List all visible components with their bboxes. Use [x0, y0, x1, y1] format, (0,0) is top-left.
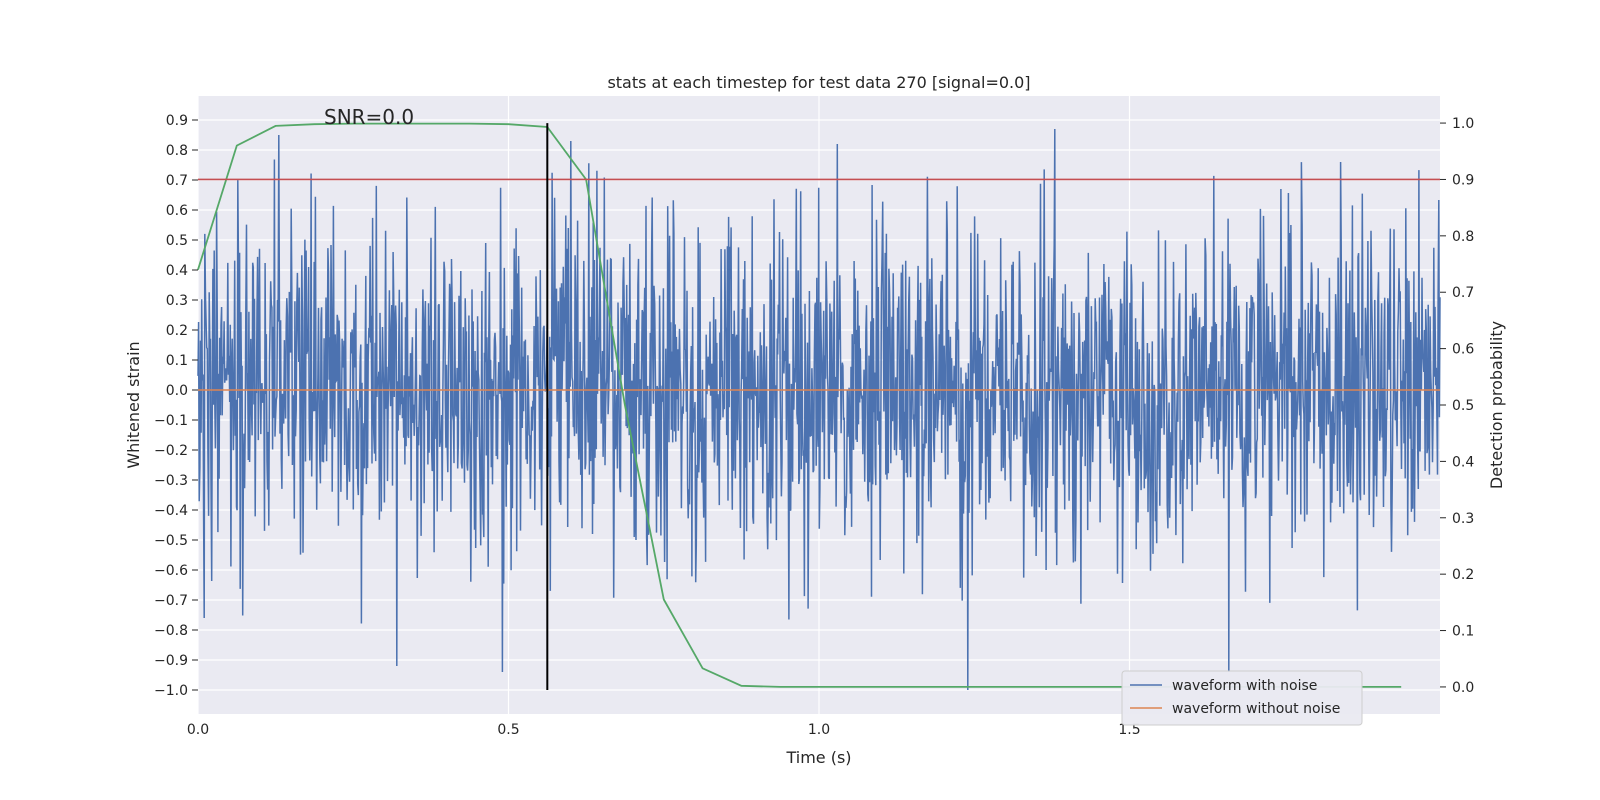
series-waveform-with-noise	[197, 128, 1441, 691]
y2-tick-label: 0.6	[1452, 342, 1474, 358]
y-tick-label: 0.4	[166, 263, 188, 279]
legend-label-noise: waveform with noise	[1172, 678, 1317, 694]
legend-box	[1121, 670, 1363, 726]
y-tick-label: −1.0	[154, 683, 188, 699]
y-tick-label: 0.7	[166, 173, 188, 189]
reference-lines	[198, 123, 1440, 690]
y2-tick-label: 0.1	[1452, 624, 1474, 640]
chart-title: stats at each timestep for test data 270…	[607, 73, 1030, 92]
y-axis-label: Whitened strain	[124, 341, 143, 468]
x-tick-label: 1.0	[808, 722, 830, 738]
y-tick-label: −0.6	[154, 563, 188, 579]
y-tick-label: −0.2	[154, 443, 188, 459]
y-tick-label: −0.3	[154, 473, 188, 489]
y-tick-label: −0.7	[154, 593, 188, 609]
x-axis-label: Time (s)	[785, 748, 851, 767]
y-tick-label: 0.8	[166, 143, 188, 159]
y-tick-label: 0.0	[166, 383, 188, 399]
y2-axis-label: Detection probability	[1487, 321, 1506, 489]
y2-tick-label: 0.7	[1452, 285, 1474, 301]
y2-tick-label: 0.0	[1452, 680, 1474, 696]
y-tick-label: −0.8	[154, 623, 188, 639]
y2-tick-label: 0.8	[1452, 229, 1474, 245]
ticks: 0.9 0.8 0.7 0.6 0.5 0.4 0.3 0.2 0.1 0.0 −0.1 −0.2 −0…	[154, 113, 1474, 738]
y-tick-label: 0.3	[166, 293, 188, 309]
x-tick-label: 0.5	[497, 722, 519, 738]
y2-tick-label: 0.3	[1452, 511, 1474, 527]
y-tick-label: 0.9	[166, 113, 188, 129]
waveform-with-noise-line	[197, 128, 1441, 691]
legend: waveform with noise waveform without noi…	[1121, 670, 1363, 726]
y-tick-label: −0.9	[154, 653, 188, 669]
y-tick-label: 0.6	[166, 203, 188, 219]
snr-annotation: SNR=0.0	[324, 105, 414, 129]
y-tick-label: 0.1	[166, 353, 188, 369]
y-tick-label: −0.5	[154, 533, 188, 549]
y2-tick-label: 0.2	[1452, 567, 1474, 583]
y2-tick-label: 0.4	[1452, 454, 1474, 470]
y-tick-label: 0.2	[166, 323, 188, 339]
x-tick-label: 1.5	[1118, 722, 1140, 738]
y-tick-label: −0.1	[154, 413, 188, 429]
y2-tick-label: 0.9	[1452, 172, 1474, 188]
y2-tick-label: 0.5	[1452, 398, 1474, 414]
y-tick-label: 0.5	[166, 233, 188, 249]
legend-label-clean: waveform without noise	[1172, 701, 1340, 717]
y2-tick-label: 1.0	[1452, 116, 1474, 132]
x-tick-label: 0.0	[187, 722, 209, 738]
y-tick-label: −0.4	[154, 503, 188, 519]
